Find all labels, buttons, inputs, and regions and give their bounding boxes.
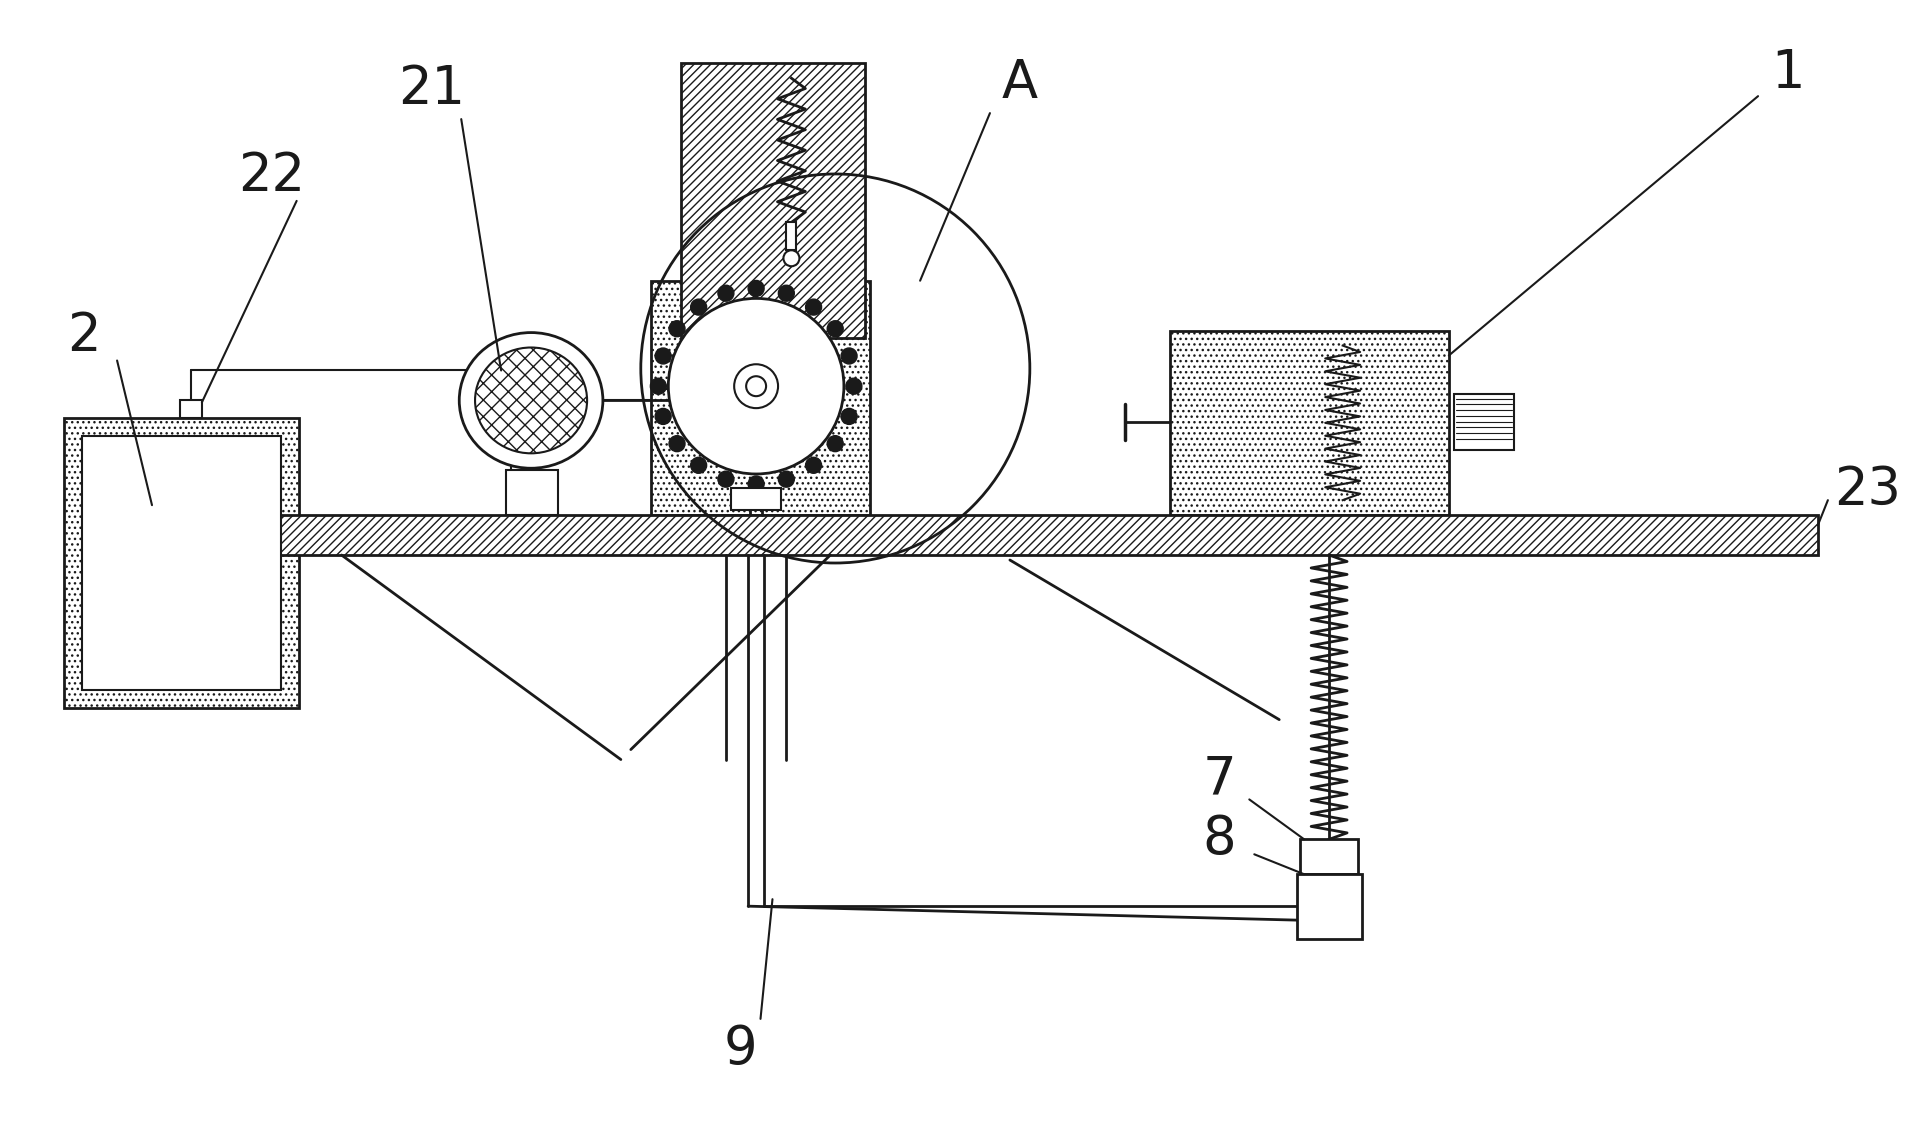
Bar [64,419,299,707]
Circle shape [734,364,779,409]
Circle shape [827,436,842,452]
Circle shape [719,285,734,301]
Circle shape [690,457,707,473]
Text: 7: 7 [1202,754,1236,806]
Circle shape [668,436,686,452]
Text: 8: 8 [1202,814,1236,865]
Text: 21: 21 [398,64,466,115]
Text: 22: 22 [238,150,305,202]
Bar [1296,874,1362,939]
Circle shape [668,299,844,474]
Circle shape [668,321,686,337]
Circle shape [846,378,862,394]
Circle shape [840,348,858,364]
Bar [680,64,866,337]
Circle shape [655,409,670,424]
Circle shape [779,471,794,487]
Circle shape [748,476,763,491]
Text: 9: 9 [724,1023,757,1075]
Bar [1453,395,1513,451]
Text: 2: 2 [68,310,100,362]
Circle shape [827,321,842,337]
Circle shape [748,280,763,296]
Circle shape [719,471,734,487]
Bar [272,515,1818,555]
Bar [786,222,796,251]
Ellipse shape [460,333,603,469]
Circle shape [746,376,767,396]
Circle shape [655,348,670,364]
Circle shape [651,378,667,394]
Text: 23: 23 [1833,464,1901,516]
Circle shape [690,300,707,316]
Circle shape [784,251,800,267]
Bar [506,470,558,515]
Bar [1169,330,1449,515]
Circle shape [806,457,821,473]
Circle shape [779,285,794,301]
Circle shape [806,300,821,316]
Bar [83,436,280,690]
Circle shape [840,409,858,424]
Bar [730,488,781,510]
Bar [180,401,201,419]
Ellipse shape [475,347,587,453]
Text: A: A [1003,57,1037,109]
Text: 1: 1 [1772,48,1804,99]
Bar [651,280,869,515]
Bar [1300,840,1358,874]
